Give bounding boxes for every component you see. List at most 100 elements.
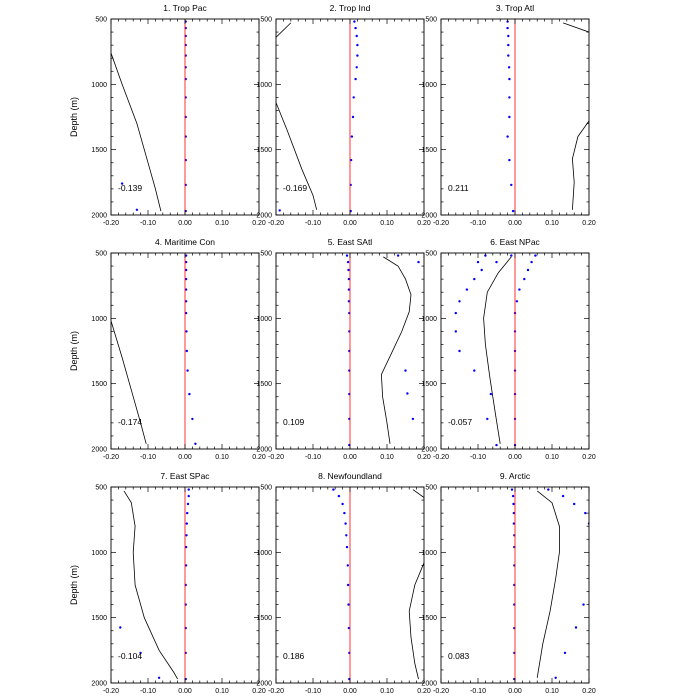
trend-point: [554, 676, 557, 679]
y-axis-label: Depth (m): [69, 565, 79, 605]
x-tick-label: 0.10: [545, 220, 559, 227]
x-tick-label: -0.10: [470, 220, 486, 227]
x-tick-label: 0.00: [178, 688, 192, 695]
trend-point: [523, 277, 526, 281]
trend-point: [119, 626, 122, 629]
x-tick-label: 0.20: [417, 688, 431, 695]
trend-point: [184, 268, 188, 272]
y-tick-label: 500: [425, 485, 437, 492]
panel-8: -0.20 -0.10 0.00 0.10 0.20 500 1000 1500 2000 8. …: [256, 471, 430, 695]
profile-curve: [111, 320, 147, 444]
x-tick-label: 0.10: [380, 688, 394, 695]
correlation-label: 0.211: [448, 183, 469, 193]
y-tick-label: 1000: [421, 82, 437, 89]
x-tick-label: -0.10: [305, 454, 321, 461]
panel-title: 3. Trop Atl: [496, 3, 534, 13]
trend-point: [563, 651, 567, 655]
trend-point: [345, 534, 348, 537]
trend-point: [495, 443, 498, 447]
trend-point: [512, 502, 515, 506]
x-tick-label: 0.00: [508, 454, 522, 461]
y-tick-label: 500: [260, 485, 272, 492]
correlation-label: -0.057: [448, 417, 472, 427]
panel-7: -0.20 -0.10 0.00 0.10 0.20 500 1000 1500 2000 7. …: [69, 471, 266, 695]
x-tick-label: -0.10: [140, 220, 156, 227]
plot-area: [111, 253, 197, 449]
x-tick-label: -0.10: [470, 688, 486, 695]
trend-point: [186, 369, 189, 372]
x-tick-label: 0.20: [582, 688, 596, 695]
trend-point: [508, 115, 511, 119]
panel-5: -0.20 -0.10 0.00 0.10 0.20 500 1000 1500 2000 5. …: [256, 237, 430, 461]
trend-point: [184, 277, 188, 281]
x-tick-label: -0.10: [140, 454, 156, 461]
trend-point: [506, 135, 509, 138]
y-tick-label: 500: [260, 251, 272, 258]
correlation-label: -0.169: [283, 183, 307, 193]
trend-point: [561, 494, 565, 498]
trend-point: [574, 626, 578, 629]
trend-point: [526, 268, 530, 272]
trend-point: [188, 392, 191, 396]
trend-point: [185, 349, 188, 353]
trend-point: [515, 300, 519, 303]
y-tick-label: 1500: [421, 147, 437, 154]
y-tick-label: 2000: [91, 447, 107, 454]
trend-point: [417, 260, 420, 264]
trend-point: [185, 534, 188, 537]
trend-point: [582, 603, 585, 606]
panel-title: 7. East SPac: [160, 471, 210, 481]
x-tick-label: 0.10: [380, 454, 394, 461]
y-tick-label: 1500: [256, 615, 272, 622]
profile-curve: [483, 256, 512, 444]
trend-point: [184, 300, 188, 303]
plot-area: [276, 19, 359, 215]
trend-point: [345, 254, 349, 257]
trend-point: [184, 545, 188, 549]
trend-point: [347, 626, 351, 630]
x-tick-label: 0.20: [252, 688, 266, 695]
trend-point: [352, 96, 355, 99]
trend-point: [465, 288, 469, 291]
profile-curve: [536, 490, 560, 678]
x-tick-label: -0.10: [305, 688, 321, 695]
trend-point: [454, 330, 457, 333]
trend-point: [157, 676, 161, 679]
correlation-label: -0.174: [118, 417, 142, 427]
trend-point: [476, 260, 480, 264]
y-tick-label: 500: [95, 251, 107, 258]
y-tick-label: 500: [425, 17, 437, 24]
trend-point: [347, 300, 351, 303]
panel-4: -0.20 -0.10 0.00 0.10 0.20 500 1000 1500 2000 4. …: [69, 237, 266, 461]
profile-upper-curve: [412, 489, 424, 498]
panel-1: -0.20 -0.10 0.00 0.10 0.20 500 1000 1500 2000 1. …: [69, 3, 266, 227]
x-tick-label: 0.10: [215, 688, 229, 695]
profile-curve: [276, 22, 292, 38]
x-tick-label: 0.20: [417, 220, 431, 227]
plot-area: [111, 19, 187, 215]
trend-point: [186, 502, 190, 506]
trend-point: [355, 34, 358, 38]
trend-point: [506, 26, 509, 30]
trend-point: [346, 583, 350, 587]
trend-point: [473, 369, 476, 372]
trend-point: [458, 300, 461, 303]
trend-point: [187, 494, 190, 498]
trend-point: [530, 260, 533, 264]
trend-point: [184, 564, 188, 567]
trend-point: [351, 115, 355, 119]
y-tick-label: 1500: [91, 615, 107, 622]
trend-point: [356, 43, 359, 47]
trend-point: [194, 442, 197, 445]
y-tick-label: 2000: [91, 213, 107, 220]
trend-point: [510, 488, 514, 491]
trend-point: [518, 288, 521, 291]
y-tick-label: 2000: [421, 213, 437, 220]
y-tick-label: 1000: [256, 82, 272, 89]
trend-point: [510, 183, 513, 187]
x-tick-label: 0.20: [582, 220, 596, 227]
y-tick-label: 1000: [421, 316, 437, 323]
trend-point: [507, 66, 511, 69]
trend-point: [184, 288, 188, 291]
y-tick-label: 1000: [91, 82, 107, 89]
